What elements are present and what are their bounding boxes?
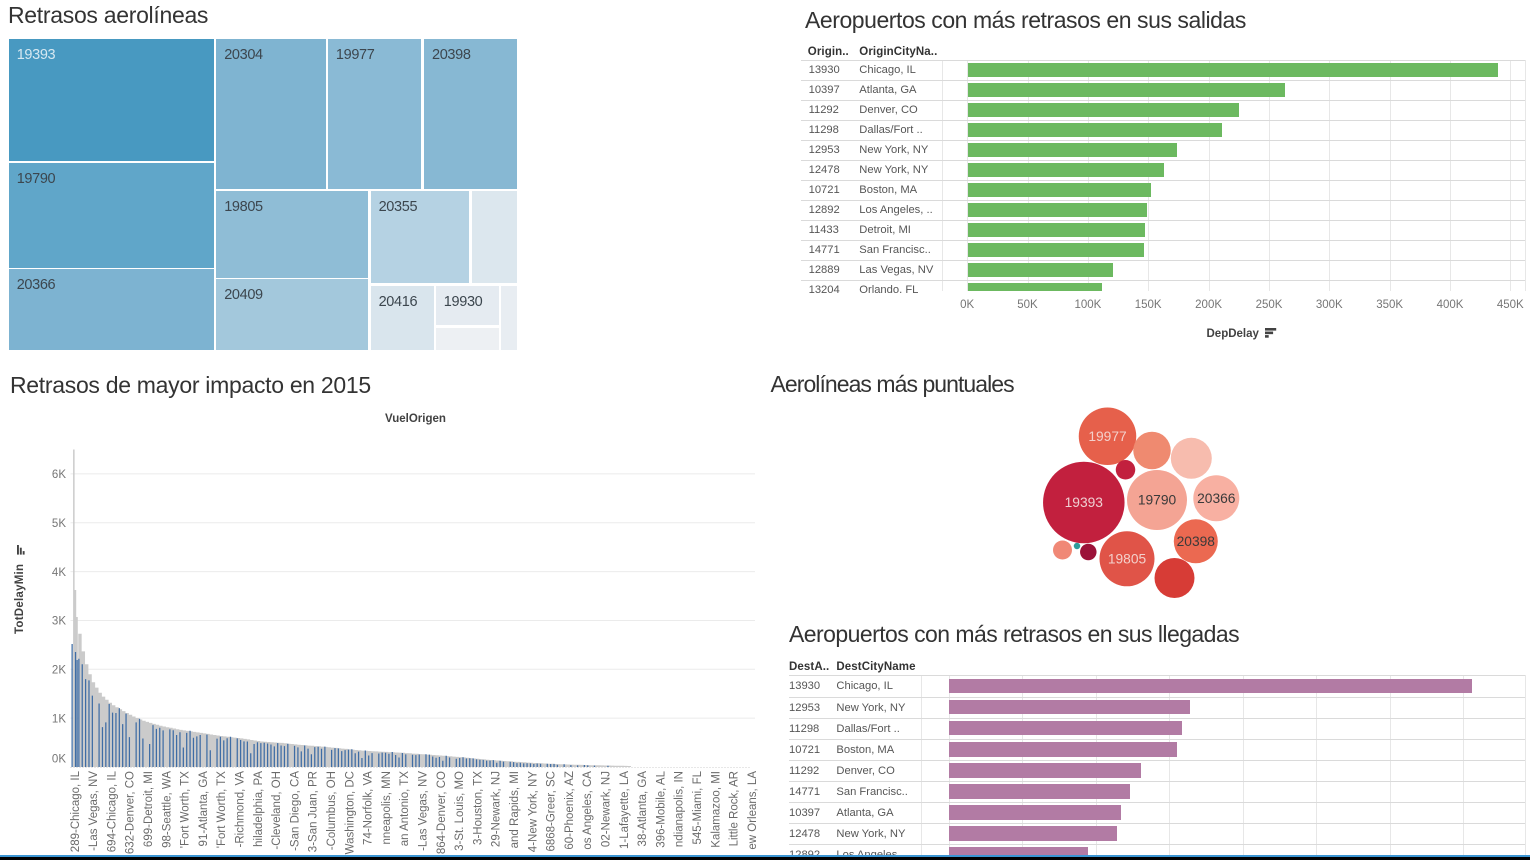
svg-text:3-San Juan, PR: 3-San Juan, PR (308, 771, 320, 852)
svg-text:699-Detroit, MI: 699-Detroit, MI (143, 771, 155, 847)
svg-text:5K: 5K (52, 518, 66, 530)
svg-text:19977: 19977 (1088, 429, 1126, 444)
svg-text:60-Phoenix, AZ: 60-Phoenix, AZ (564, 771, 576, 850)
svg-text:864-Denver, CO: 864-Denver, CO (436, 771, 448, 854)
svg-text:19790: 19790 (1138, 493, 1177, 508)
svg-text:3-Houston, TX: 3-Houston, TX (472, 771, 484, 845)
svg-text:4-New York, NY: 4-New York, NY (527, 771, 539, 853)
svg-text:19393: 19393 (1065, 495, 1104, 510)
svg-text:os Angeles, CA: os Angeles, CA (582, 771, 594, 850)
svg-text:2K: 2K (52, 665, 66, 677)
svg-text:91-Atlanta, GA: 91-Atlanta, GA (198, 771, 210, 847)
svg-text:ndianapolis, IN: ndianapolis, IN (674, 771, 686, 847)
svg-text:0K: 0K (52, 754, 66, 766)
svg-text:694-Chicago, IL: 694-Chicago, IL (106, 770, 118, 852)
svg-text:-Las Vegas, NV: -Las Vegas, NV (88, 771, 100, 851)
svg-text:1-Lafayette, LA: 1-Lafayette, LA (619, 771, 631, 849)
svg-text:ew Orleans, LA: ew Orleans, LA (747, 771, 759, 850)
svg-text:an Antonio, TX: an Antonio, TX (399, 771, 411, 847)
svg-text:545-Miami, FL: 545-Miami, FL (692, 770, 704, 844)
svg-text:6K: 6K (52, 469, 66, 481)
svg-text:02-Newark, NJ: 02-Newark, NJ (601, 771, 613, 847)
svg-text:3-St. Louis, MO: 3-St. Louis, MO (454, 771, 466, 851)
svg-text:'Fort Worth, TX: 'Fort Worth, TX (216, 771, 228, 849)
svg-text:-Las Vegas, NV: -Las Vegas, NV (418, 771, 430, 851)
svg-text:-Richmond, VA: -Richmond, VA (235, 771, 247, 848)
svg-text:-San Diego, CA: -San Diego, CA (289, 771, 301, 851)
svg-text:Kalamazoo, MI: Kalamazoo, MI (710, 771, 722, 848)
svg-text:1K: 1K (52, 713, 66, 725)
svg-text:6868-Greer, SC: 6868-Greer, SC (546, 771, 558, 852)
svg-text:632-Denver, CO: 632-Denver, CO (125, 771, 137, 854)
svg-text:98-Seattle, WA: 98-Seattle, WA (161, 771, 173, 848)
svg-text:Little Rock, AR: Little Rock, AR (729, 771, 741, 846)
svg-text:3K: 3K (52, 616, 66, 628)
svg-text:hiladelphia, PA: hiladelphia, PA (253, 771, 265, 847)
svg-text:20366: 20366 (1197, 491, 1236, 506)
svg-text:'Fort Worth, TX: 'Fort Worth, TX (180, 771, 192, 849)
svg-text:nneapolis, MN: nneapolis, MN (381, 771, 393, 845)
svg-text:38-Atlanta, GA: 38-Atlanta, GA (637, 771, 649, 847)
svg-text:4K: 4K (52, 567, 66, 579)
svg-text:396-Mobile, AL: 396-Mobile, AL (655, 770, 667, 847)
svg-text:20398: 20398 (1177, 534, 1216, 549)
svg-text:19805: 19805 (1108, 552, 1147, 567)
svg-text:289-Chicago, IL: 289-Chicago, IL (70, 770, 82, 852)
svg-text:29-Newark, NJ: 29-Newark, NJ (491, 771, 503, 847)
svg-text:-Cleveland, OH: -Cleveland, OH (271, 771, 283, 850)
svg-text:Washington, DC: Washington, DC (344, 771, 356, 854)
svg-text:and Rapids, MI: and Rapids, MI (509, 771, 521, 848)
svg-text:74-Norfolk, VA: 74-Norfolk, VA (363, 771, 375, 845)
svg-text:-Columbus, OH: -Columbus, OH (326, 771, 338, 850)
